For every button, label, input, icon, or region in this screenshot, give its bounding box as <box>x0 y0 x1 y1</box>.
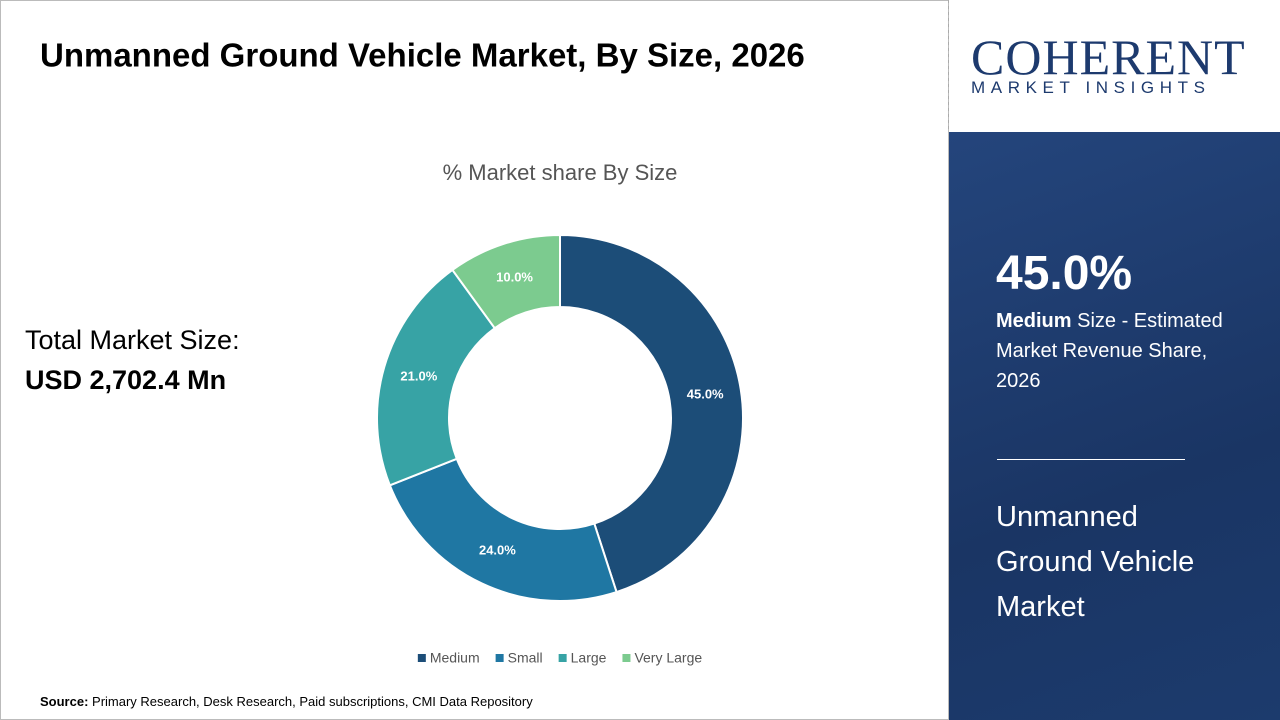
slice <box>451 233 561 330</box>
slice <box>388 457 618 602</box>
data-label: 21.0% <box>400 368 437 383</box>
page-title: Unmanned Ground Vehicle Market, By Size,… <box>40 37 805 74</box>
logo-name: COHERENT <box>971 29 1246 85</box>
data-label: 45.0% <box>687 386 724 401</box>
legend-swatch <box>495 654 504 662</box>
legend-swatch <box>622 654 631 662</box>
data-label: 24.0% <box>479 542 516 557</box>
total-value: USD 2,702.4 Mn <box>25 365 226 395</box>
legend-label: Small <box>508 650 543 666</box>
data-label: 10.0% <box>496 270 533 285</box>
highlight-panel: 45.0% Medium Size - Estimated Market Rev… <box>949 132 1280 720</box>
highlight-desc: Size - Estimated Market Revenue Share, 2… <box>996 310 1223 392</box>
legend-label: Very Large <box>634 650 702 666</box>
total-label: Total Market Size: <box>25 325 240 355</box>
legend-label: Large <box>571 650 607 666</box>
logo: COHERENT MARKET INSIGHTS <box>949 0 1280 132</box>
source-label: Source: <box>40 694 88 709</box>
chart-title: % Market share By Size <box>443 160 678 185</box>
market-name: Unmanned Ground Vehicle Market <box>996 501 1195 623</box>
chart: Unmanned Ground Vehicle Market, By Size,… <box>0 0 949 720</box>
slice <box>559 233 744 594</box>
highlight-text: Medium Size - Estimated Market Revenue S… <box>996 306 1256 396</box>
highlight-value: 45.0% <box>996 247 1133 300</box>
source: Source: Primary Research, Desk Research,… <box>40 694 533 709</box>
divider <box>997 459 1185 460</box>
source-text: Primary Research, Desk Research, Paid su… <box>88 694 533 709</box>
slice <box>376 268 497 487</box>
legend: Medium Small Large Very Large <box>417 650 702 666</box>
frame <box>0 0 949 720</box>
legend-swatch <box>558 654 567 662</box>
legend-label: Medium <box>430 650 480 666</box>
logo-tagline: MARKET INSIGHTS <box>971 78 1211 97</box>
highlight-bold: Medium <box>996 310 1072 332</box>
legend-swatch <box>417 654 426 662</box>
